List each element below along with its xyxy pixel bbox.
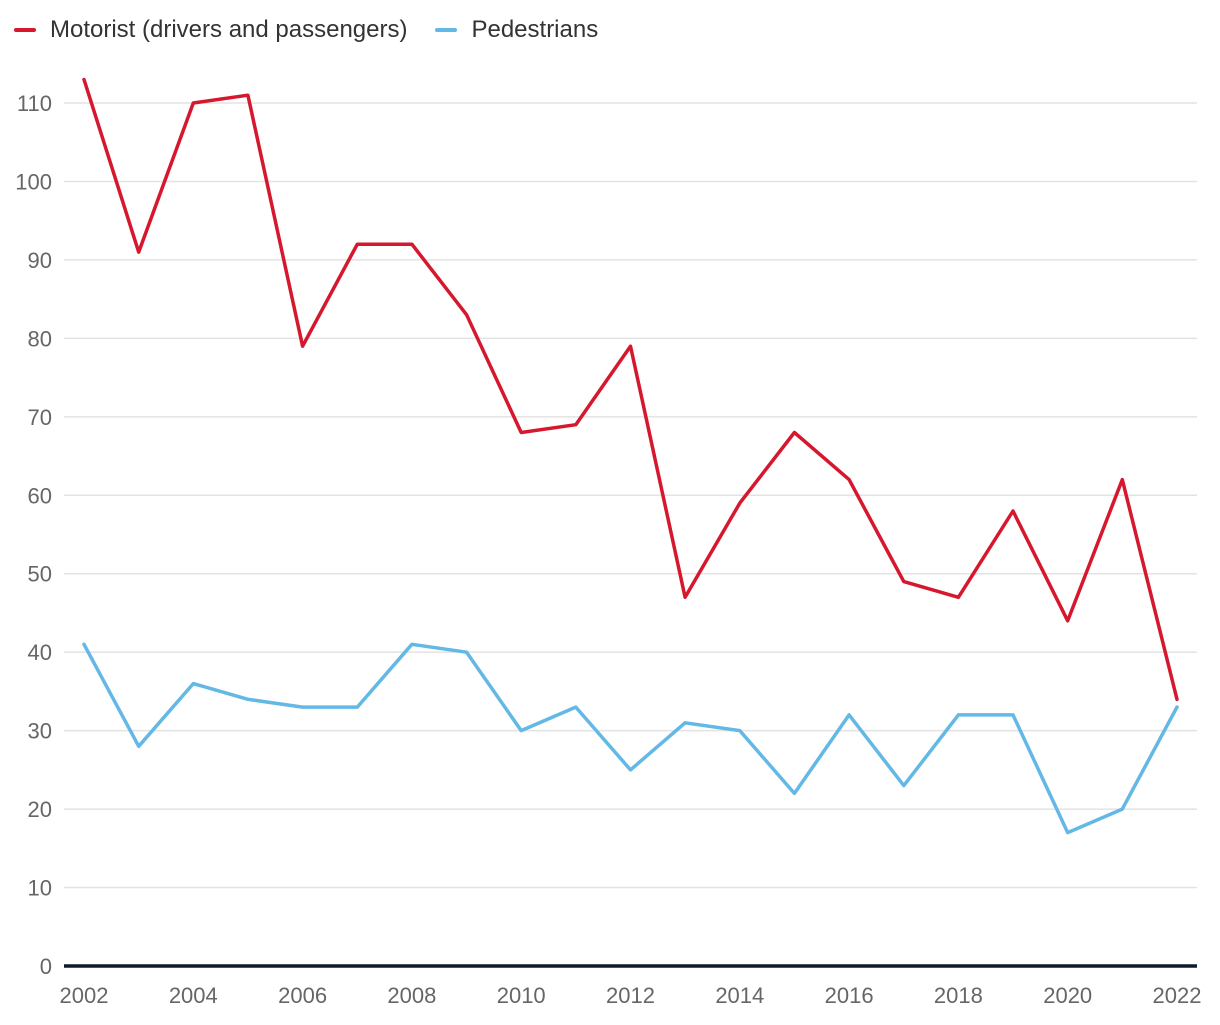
data-point-motorist-2002[interactable] <box>82 77 86 81</box>
data-point-pedestrians-2022[interactable] <box>1175 705 1179 709</box>
legend-item-pedestrians[interactable]: Pedestrians <box>435 16 598 44</box>
data-point-pedestrians-2011[interactable] <box>574 705 578 709</box>
y-axis: 0 10 20 30 40 50 60 70 80 90 100 110 <box>15 91 52 979</box>
data-point-motorist-2010[interactable] <box>519 431 523 435</box>
y-tick-label-60: 60 <box>28 483 52 508</box>
data-point-motorist-2013[interactable] <box>683 595 687 599</box>
y-tick-label-10: 10 <box>28 876 52 901</box>
data-point-pedestrians-2009[interactable] <box>465 650 469 654</box>
y-tick-label-0: 0 <box>40 954 52 979</box>
x-tick-label-2004: 2004 <box>169 983 218 1008</box>
x-tick-label-2014: 2014 <box>715 983 764 1008</box>
data-point-motorist-2021[interactable] <box>1120 478 1124 482</box>
x-tick-label-2012: 2012 <box>606 983 655 1008</box>
data-point-motorist-2006[interactable] <box>301 344 305 348</box>
data-point-pedestrians-2021[interactable] <box>1120 807 1124 811</box>
y-tick-label-100: 100 <box>15 169 52 194</box>
x-tick-label-2018: 2018 <box>934 983 983 1008</box>
data-point-motorist-2016[interactable] <box>847 478 851 482</box>
data-point-pedestrians-2019[interactable] <box>1011 713 1015 717</box>
data-point-motorist-2017[interactable] <box>902 580 906 584</box>
x-tick-label-2006: 2006 <box>278 983 327 1008</box>
data-point-motorist-2019[interactable] <box>1011 509 1015 513</box>
data-point-motorist-2008[interactable] <box>410 242 414 246</box>
legend-item-motorist[interactable]: Motorist (drivers and passengers) <box>14 16 407 44</box>
data-point-motorist-2005[interactable] <box>246 93 250 97</box>
data-point-pedestrians-2015[interactable] <box>792 791 796 795</box>
data-point-pedestrians-2006[interactable] <box>301 705 305 709</box>
data-point-pedestrians-2005[interactable] <box>246 697 250 701</box>
y-tick-label-110: 110 <box>17 91 52 116</box>
data-point-motorist-2015[interactable] <box>792 431 796 435</box>
series-line-motorist[interactable] <box>82 77 1179 702</box>
data-point-motorist-2022[interactable] <box>1175 697 1179 701</box>
data-point-pedestrians-2004[interactable] <box>191 682 195 686</box>
y-tick-label-70: 70 <box>28 405 52 430</box>
data-point-pedestrians-2010[interactable] <box>519 729 523 733</box>
x-tick-label-2016: 2016 <box>825 983 874 1008</box>
y-tick-label-20: 20 <box>28 797 52 822</box>
data-point-motorist-2011[interactable] <box>574 423 578 427</box>
gridlines <box>64 102 1197 889</box>
x-tick-label-2022: 2022 <box>1153 983 1202 1008</box>
data-point-motorist-2014[interactable] <box>738 501 742 505</box>
legend: Motorist (drivers and passengers) Pedest… <box>14 16 626 44</box>
data-point-pedestrians-2007[interactable] <box>355 705 359 709</box>
series-line-pedestrians[interactable] <box>82 642 1179 835</box>
legend-label-motorist: Motorist (drivers and passengers) <box>50 16 408 43</box>
data-point-motorist-2007[interactable] <box>355 242 359 246</box>
data-point-pedestrians-2003[interactable] <box>137 744 141 748</box>
data-point-motorist-2018[interactable] <box>956 595 960 599</box>
y-tick-label-80: 80 <box>28 326 52 351</box>
data-point-motorist-2009[interactable] <box>465 313 469 317</box>
data-point-motorist-2003[interactable] <box>137 250 141 254</box>
pedestrians-swatch-icon <box>435 28 458 32</box>
x-tick-label-2010: 2010 <box>497 983 546 1008</box>
data-point-motorist-2012[interactable] <box>629 344 633 348</box>
data-point-pedestrians-2002[interactable] <box>82 642 86 646</box>
series-lines <box>82 77 1179 835</box>
data-point-pedestrians-2017[interactable] <box>902 784 906 788</box>
data-point-pedestrians-2008[interactable] <box>410 642 414 646</box>
data-point-pedestrians-2012[interactable] <box>629 768 633 772</box>
data-point-motorist-2020[interactable] <box>1066 619 1070 623</box>
y-tick-label-90: 90 <box>28 248 52 273</box>
motorist-swatch-icon <box>14 28 36 32</box>
data-point-pedestrians-2018[interactable] <box>956 713 960 717</box>
y-tick-label-40: 40 <box>28 640 52 665</box>
x-axis: 2002 2004 2006 2008 2010 2012 2014 2016 2018 2020… <box>60 964 1202 1008</box>
data-point-pedestrians-2016[interactable] <box>847 713 851 717</box>
y-tick-label-50: 50 <box>28 562 52 587</box>
x-tick-label-2008: 2008 <box>387 983 436 1008</box>
y-tick-label-30: 30 <box>28 719 52 744</box>
data-point-pedestrians-2014[interactable] <box>738 729 742 733</box>
data-point-motorist-2004[interactable] <box>191 101 195 105</box>
x-tick-label-2020: 2020 <box>1043 983 1092 1008</box>
legend-label-pedestrians: Pedestrians <box>471 16 599 43</box>
data-point-pedestrians-2020[interactable] <box>1066 831 1070 835</box>
data-point-pedestrians-2013[interactable] <box>683 721 687 725</box>
x-tick-label-2002: 2002 <box>60 983 109 1008</box>
